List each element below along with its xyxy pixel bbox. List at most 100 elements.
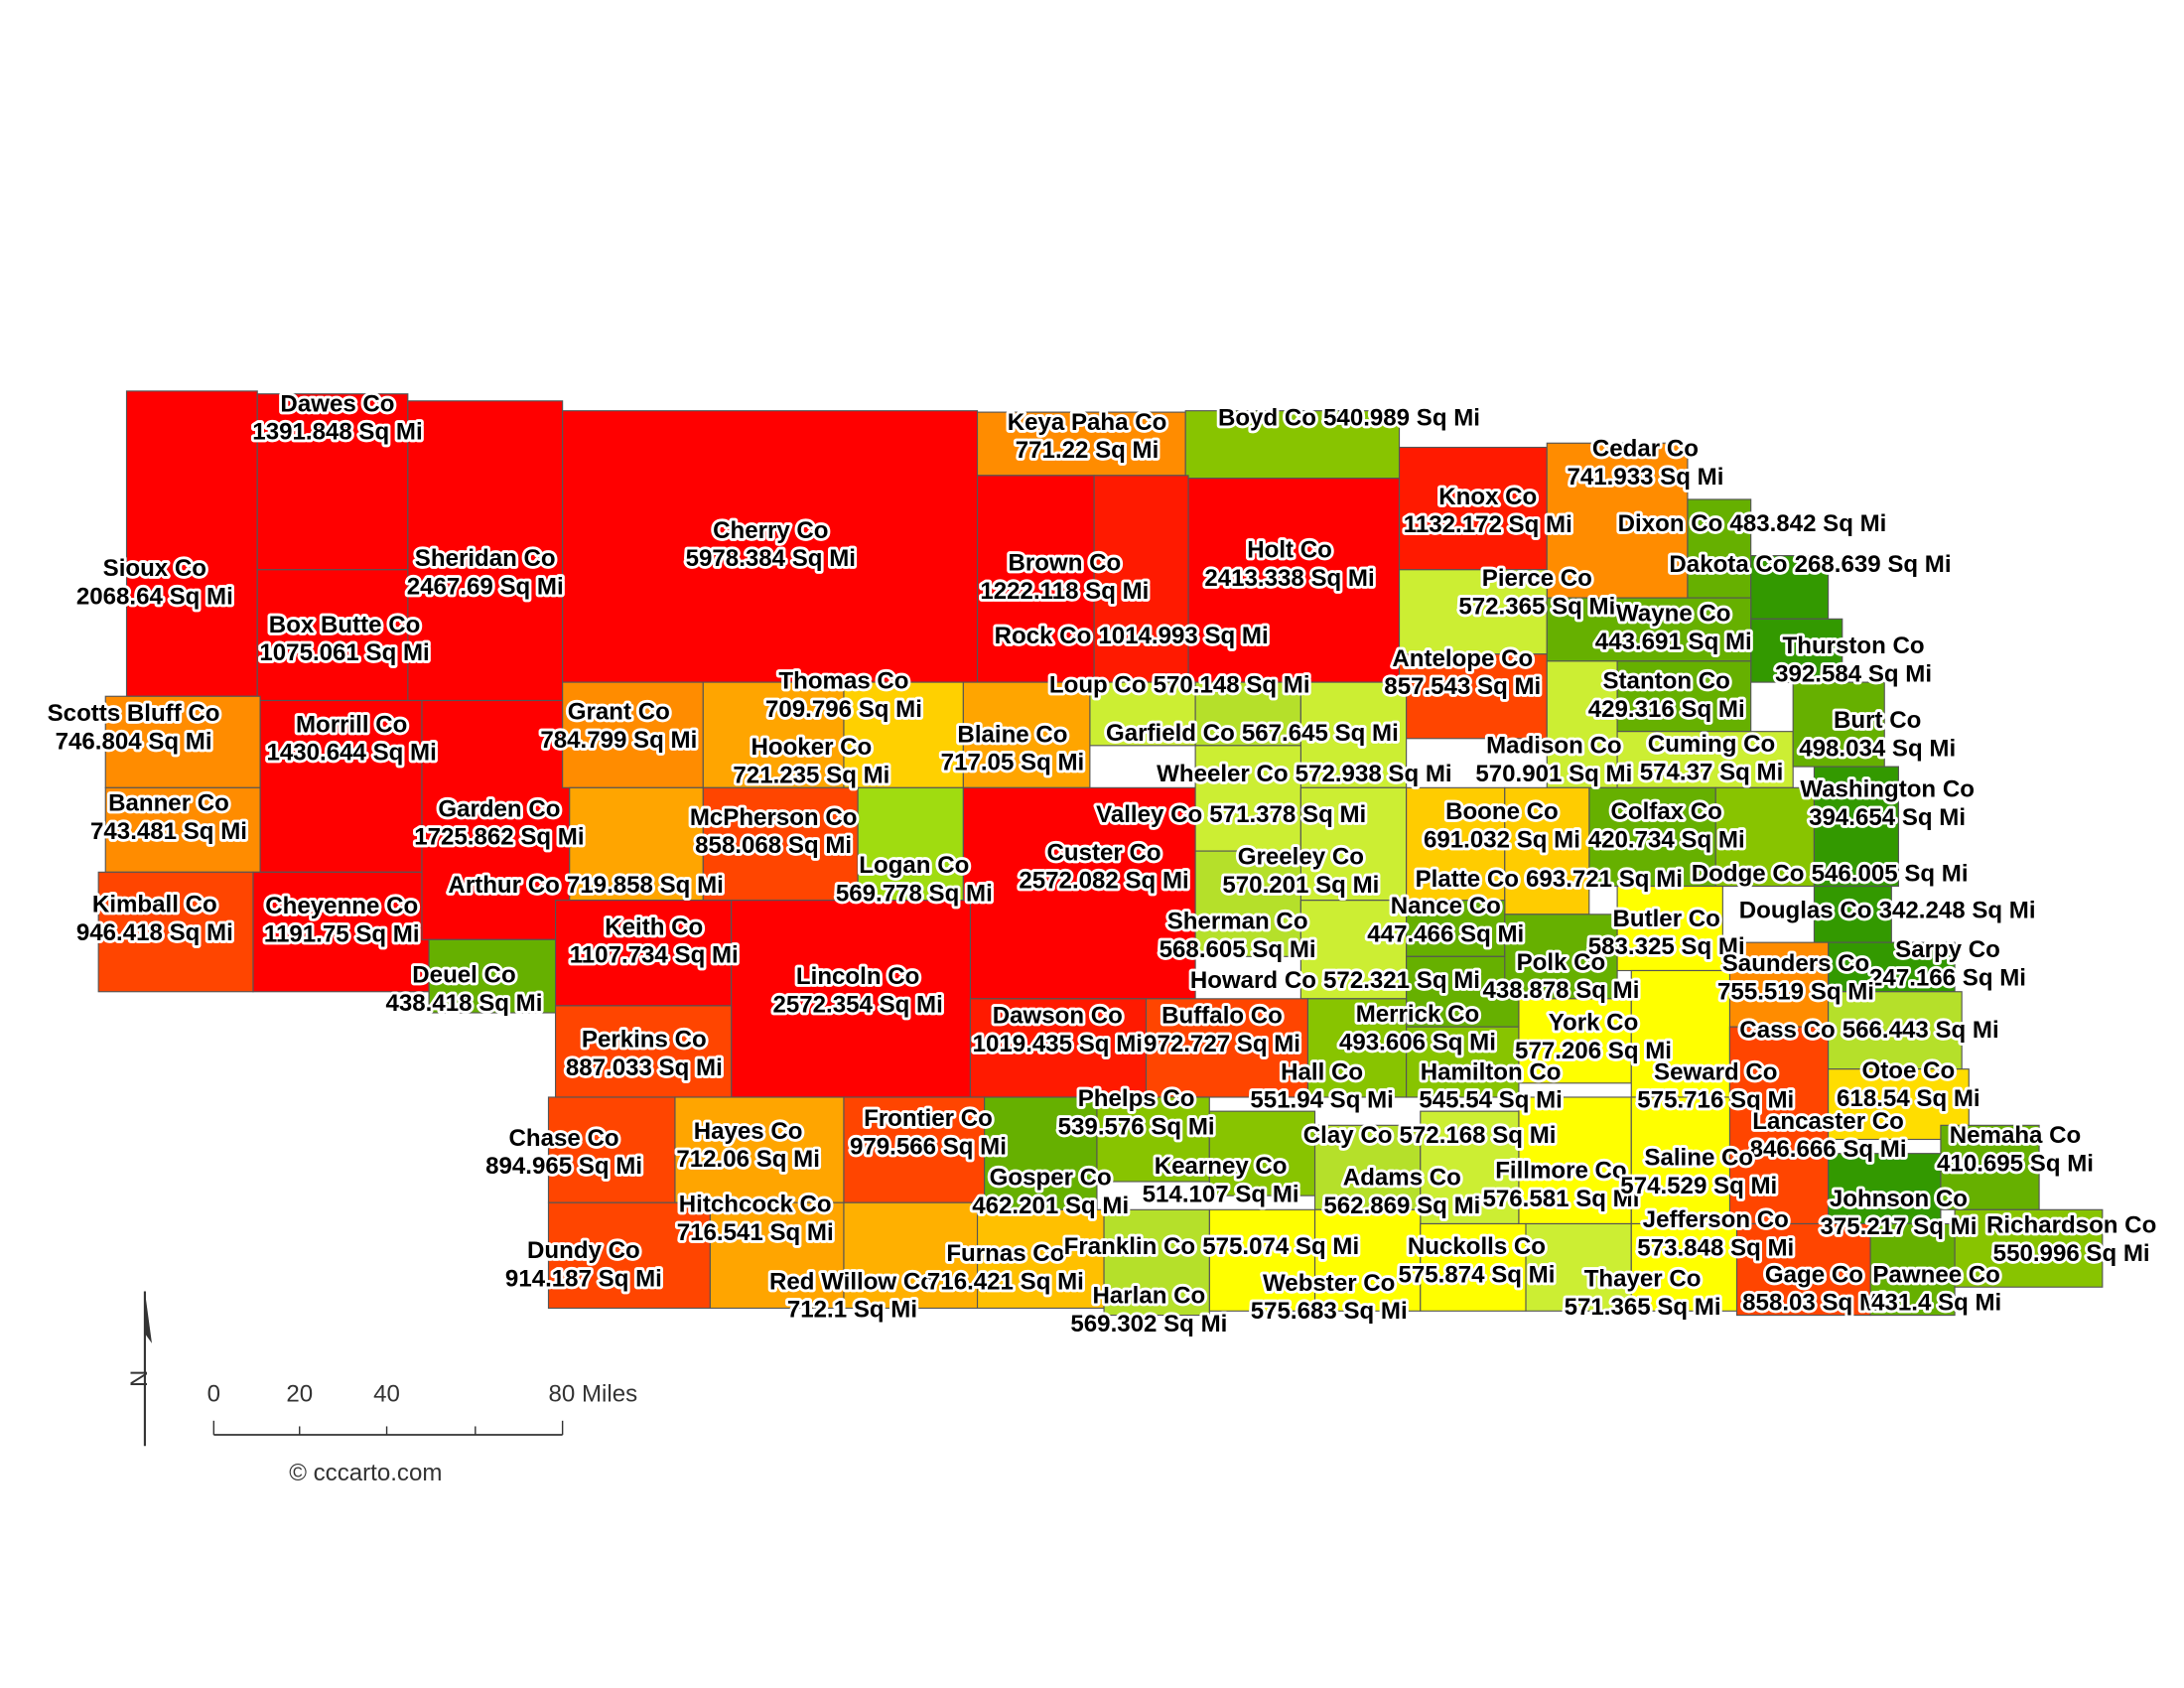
county-name: Logan Co	[859, 852, 969, 879]
county-area: 979.566 Sq Mi	[850, 1133, 1007, 1160]
county-area: 551.94 Sq Mi	[1250, 1087, 1394, 1114]
county	[843, 681, 964, 788]
county	[1184, 410, 1401, 480]
county-area: 972.727 Sq Mi	[1144, 1031, 1300, 1057]
county-name: Douglas Co	[1739, 897, 1872, 923]
county-name: Pawnee Co	[1872, 1261, 1999, 1288]
county-name: Harlan Co	[1093, 1283, 1206, 1310]
county	[1398, 653, 1548, 740]
county-area: 5978.384 Sq Mi	[686, 545, 856, 572]
county-name: Cuming Co	[1648, 731, 1775, 758]
county-name: Hamilton Co	[1421, 1058, 1562, 1085]
county	[1813, 766, 1899, 888]
county-area: 712.06 Sq Mi	[676, 1146, 820, 1173]
scale-label: 0	[207, 1381, 220, 1408]
county	[702, 786, 859, 902]
county	[259, 699, 423, 873]
county	[547, 1201, 711, 1310]
county-area: 1391.848 Sq Mi	[252, 419, 422, 446]
county-name: Garden Co	[438, 795, 560, 822]
county-name: Kearney Co	[1155, 1153, 1288, 1180]
county-name: Knox Co	[1438, 484, 1537, 510]
county-area: 576.581 Sq Mi	[1482, 1186, 1639, 1212]
county	[1616, 660, 1752, 733]
county	[1714, 786, 1815, 888]
county-name: Holt Co	[1247, 537, 1332, 564]
county-name: Gage Co	[1765, 1261, 1863, 1288]
county-area: 1191.75 Sq Mi	[264, 920, 420, 947]
county	[421, 699, 571, 940]
county	[554, 1005, 733, 1098]
county-name: Adams Co	[1343, 1165, 1461, 1192]
county-name: Deuel Co	[412, 962, 515, 989]
county-area: 1725.862 Sq Mi	[414, 824, 584, 851]
county-area: 857.543 Sq Mi	[1384, 673, 1541, 700]
county	[1735, 1222, 1871, 1317]
county	[1869, 1222, 1956, 1317]
county-name: Dixon Co	[1618, 510, 1723, 537]
county-name: Valley Co	[1096, 801, 1202, 828]
county-name: Cedar Co	[1592, 436, 1699, 463]
county-area: 2413.338 Sq Mi	[1204, 565, 1374, 592]
county-name: Sarpy Co	[1895, 936, 2000, 963]
county-area: 1019.435 Sq Mi	[973, 1031, 1143, 1057]
county	[1750, 555, 1830, 620]
county-name: Lancaster Co	[1752, 1108, 1904, 1135]
north-label: N	[126, 1370, 153, 1387]
county-name: Saline Co	[1644, 1145, 1753, 1172]
county-area: 573.848 Sq Mi	[1637, 1234, 1794, 1261]
county	[1398, 446, 1548, 571]
county-area: 887.033 Sq Mi	[566, 1055, 723, 1081]
county-name: Hitchcock Co	[679, 1191, 832, 1217]
county-name: York Co	[1549, 1010, 1639, 1037]
county-area: 577.206 Sq Mi	[1515, 1038, 1672, 1064]
county-name: Scotts Bluff Co	[48, 700, 220, 727]
county	[1504, 914, 1618, 1000]
county-name: Cass Co	[1739, 1017, 1835, 1044]
county-name: Dodge Co	[1692, 861, 1805, 888]
county-area: 719.858 Sq Mi	[567, 872, 724, 899]
county	[1518, 1096, 1632, 1225]
county-name: Morrill Co	[296, 711, 407, 738]
county	[1406, 955, 1520, 1028]
county-area: 717.05 Sq Mi	[941, 750, 1085, 776]
county-name: Brown Co	[1009, 549, 1122, 576]
county-name: Dakota Co	[1669, 551, 1787, 578]
county-area: 420.734 Sq Mi	[1588, 827, 1745, 854]
county-name: Jefferson Co	[1643, 1206, 1789, 1233]
county-name: Madison Co	[1486, 733, 1621, 760]
county	[1299, 681, 1408, 788]
county	[1398, 569, 1548, 655]
county-name: Colfax Co	[1610, 798, 1721, 825]
county-area: 540.989 Sq Mi	[1323, 405, 1480, 432]
county-area: 709.796 Sq Mi	[765, 696, 922, 723]
county-area: 572.168 Sq Mi	[1400, 1122, 1557, 1149]
county	[1828, 1153, 1942, 1225]
county-name: Wheeler Co	[1157, 761, 1288, 787]
county	[1525, 1222, 1632, 1312]
county	[1630, 969, 1731, 1098]
county-area: 914.187 Sq Mi	[505, 1266, 662, 1293]
county-area: 514.107 Sq Mi	[1143, 1182, 1299, 1208]
county-name: Dawes Co	[280, 390, 394, 417]
county-name: Dawson Co	[993, 1003, 1123, 1030]
county-name: Kimball Co	[92, 892, 217, 918]
county-area: 1132.172 Sq Mi	[1404, 511, 1572, 538]
county-area: 429.316 Sq Mi	[1588, 696, 1745, 723]
county	[1208, 1110, 1316, 1196]
county-name: Red Willow Co	[769, 1268, 935, 1295]
county-area: 571.378 Sq Mi	[1209, 801, 1366, 828]
county-area: 1075.061 Sq Mi	[259, 639, 429, 666]
county-name: Thurston Co	[1783, 633, 1925, 659]
county	[1954, 1208, 2104, 1288]
county	[1546, 597, 1752, 662]
county	[1299, 786, 1408, 902]
county-area: 1014.993 Sq Mi	[1098, 623, 1268, 649]
county-area: 570.201 Sq Mi	[1222, 872, 1379, 899]
county-name: Clay Co	[1303, 1122, 1393, 1149]
county-name: Merrick Co	[1356, 1001, 1479, 1028]
county	[1406, 786, 1506, 902]
county-name: Sioux Co	[103, 555, 206, 582]
county-area: 1430.644 Sq Mi	[266, 740, 436, 767]
